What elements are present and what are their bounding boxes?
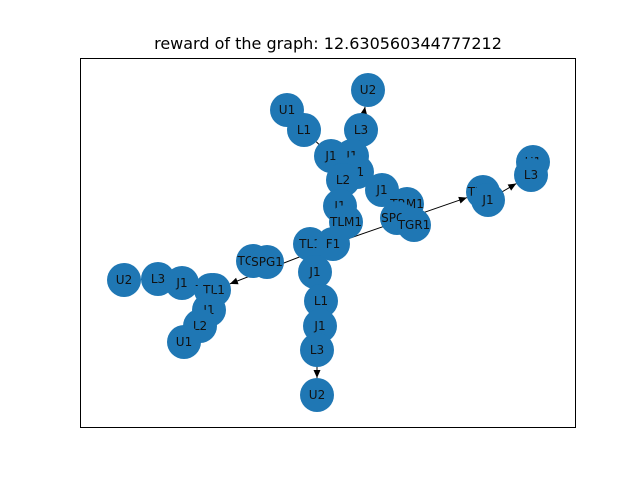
node-circle <box>300 333 334 367</box>
node-label: L1 <box>314 294 328 308</box>
node-circle <box>365 173 399 207</box>
graph-node: L3 <box>344 113 378 147</box>
graph-node: L3 <box>514 158 548 192</box>
node-circle <box>514 158 548 192</box>
node-label: L1 <box>297 123 311 137</box>
node-circle <box>298 255 332 289</box>
node-label: J1 <box>375 183 387 197</box>
graph-node: U2 <box>107 263 141 297</box>
node-label: U2 <box>360 83 376 97</box>
node-circle <box>300 378 334 412</box>
edge-arrowhead-n_l3_m-n_u2_m <box>313 370 321 378</box>
node-label: U1 <box>176 335 192 349</box>
node-circle <box>344 113 378 147</box>
node-label: TGR1 <box>397 218 431 232</box>
node-label: U1 <box>279 103 295 117</box>
node-label: J1 <box>175 276 187 290</box>
graph-node: L1 <box>287 113 321 147</box>
node-layer: U2U1L1L3J1J1L1L2J1TRM1SPG1TGR1J1TLM1TL1F… <box>107 73 550 412</box>
graph-node: J1 <box>165 266 199 300</box>
node-label: L3 <box>310 343 324 357</box>
node-label: L3 <box>524 168 538 182</box>
graph-title: reward of the graph: 12.630560344777212 <box>154 34 502 53</box>
node-circle <box>167 325 201 359</box>
graph-node: F1 <box>316 227 350 261</box>
graph-node: SPG1 <box>250 245 284 279</box>
graph-node: L2 <box>326 163 360 197</box>
node-label: L2 <box>193 319 207 333</box>
graph-node: U1 <box>167 325 201 359</box>
node-label: J1 <box>313 319 325 333</box>
graph-node: J1 <box>471 183 505 217</box>
node-circle <box>316 227 350 261</box>
node-label: F1 <box>326 237 341 251</box>
node-label: J1 <box>308 265 320 279</box>
edge-arrowhead-n_f1-n_tl1_l <box>229 277 239 285</box>
graph-node: U2 <box>351 73 385 107</box>
node-label: J1 <box>324 149 336 163</box>
node-circle <box>165 266 199 300</box>
node-circle <box>287 113 321 147</box>
node-label: SPG1 <box>251 255 283 269</box>
node-label: U2 <box>116 273 132 287</box>
graph-node: TGR1 <box>397 208 431 242</box>
node-label: U2 <box>309 388 325 402</box>
graph-node: U2 <box>300 378 334 412</box>
node-circle <box>107 263 141 297</box>
node-label: TLM1 <box>329 215 362 229</box>
node-label: J1 <box>481 193 493 207</box>
node-label: L3 <box>151 272 165 286</box>
graph-node: J1 <box>298 255 332 289</box>
edge-arrowhead-n_j1_r-n_l3_r <box>507 183 517 191</box>
node-circle <box>304 284 338 318</box>
node-label: L3 <box>354 123 368 137</box>
node-circle <box>326 163 360 197</box>
graph-node: L1 <box>304 284 338 318</box>
plot-frame <box>80 58 576 428</box>
node-circle <box>351 73 385 107</box>
node-circle <box>397 208 431 242</box>
node-label: TL1 <box>298 237 321 251</box>
edge-arrowhead-n_f1-n_trp1_r <box>458 196 467 204</box>
node-circle <box>250 245 284 279</box>
graph-node: J1 <box>365 173 399 207</box>
node-circle <box>471 183 505 217</box>
graph-node: L3 <box>300 333 334 367</box>
node-label: L2 <box>336 173 350 187</box>
